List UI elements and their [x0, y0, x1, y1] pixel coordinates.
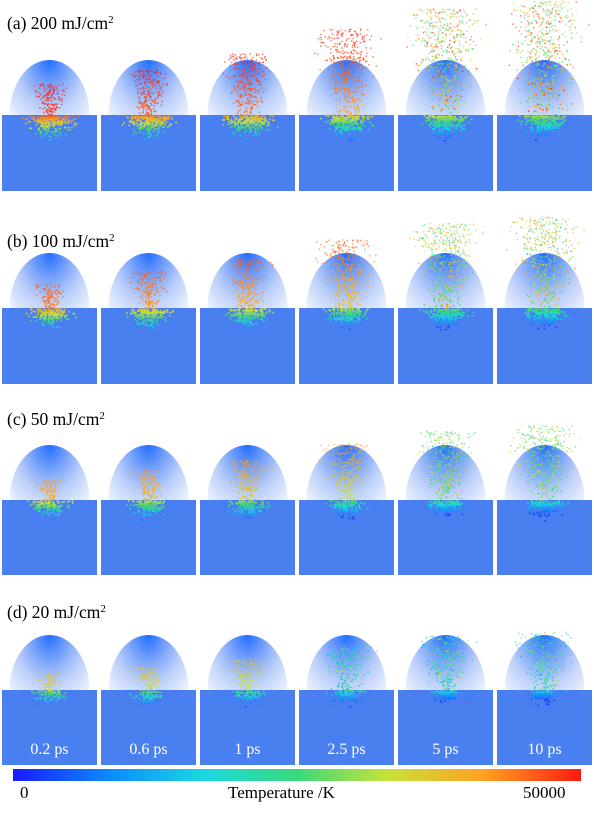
snapshot-panel: [200, 445, 295, 575]
snapshot-panel: [200, 53, 295, 191]
snapshot-panel: [299, 28, 394, 191]
colorbar-title: Temperature /K: [228, 783, 335, 802]
snapshot-panel: [398, 635, 493, 765]
snapshot-panel: [101, 635, 196, 765]
snapshot-panel: [299, 443, 394, 575]
snapshot-panel: [101, 253, 196, 384]
snapshot-panel: [2, 253, 97, 384]
snapshot-panel: [101, 445, 196, 575]
snapshot-panel: [299, 239, 394, 384]
snapshot-panel: [101, 60, 196, 191]
row-label-d: (d) 20 mJ/cm2: [7, 602, 106, 622]
time-label: 10 ps: [527, 741, 561, 758]
colorbar: [13, 769, 581, 781]
snapshot-panel: [200, 635, 295, 765]
time-label: 1 ps: [234, 741, 260, 758]
time-label: 2.5 ps: [327, 741, 365, 758]
snapshot-panel: [398, 8, 493, 191]
colorbar-max-label: 50000: [523, 783, 566, 802]
row-label-b: (b) 100 mJ/cm2: [7, 231, 115, 251]
snapshot-panel: [2, 445, 97, 575]
snapshot-panel: [398, 430, 493, 575]
colorbar-min-label: 0: [20, 783, 29, 802]
snapshot-panel: [299, 635, 394, 765]
time-label: 0.6 ps: [129, 741, 167, 758]
snapshot-panel: [398, 222, 493, 384]
snapshot-panel: [200, 253, 295, 384]
snapshot-panel: [2, 635, 97, 765]
snapshot-panel: [497, 216, 592, 384]
time-label: 0.2 ps: [30, 741, 68, 758]
snapshot-panel: [497, 631, 592, 765]
row-label-a: (a) 200 mJ/cm2: [7, 13, 114, 33]
row-label-c: (c) 50 mJ/cm2: [7, 409, 105, 429]
snapshot-panel: [2, 60, 97, 191]
time-label: 5 ps: [432, 741, 458, 758]
snapshot-panel: [497, 0, 592, 191]
snapshot-panel: [497, 425, 592, 575]
